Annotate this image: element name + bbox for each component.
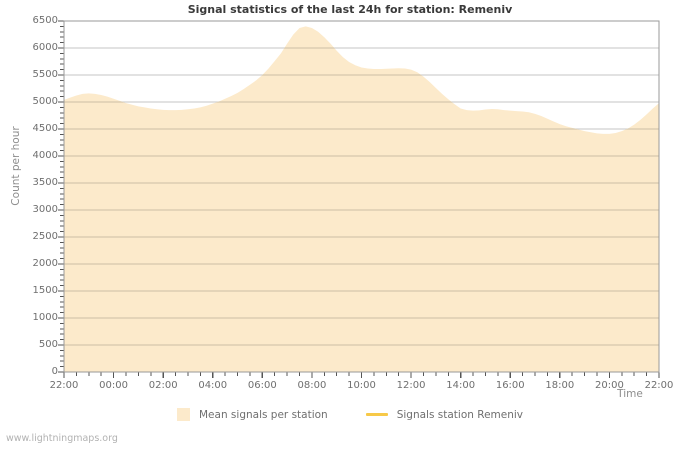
x-tick-label: 22:00 — [49, 380, 79, 391]
axis-ticks — [58, 20, 660, 378]
y-tick-label: 0 — [51, 366, 58, 377]
y-tick-label: 4500 — [32, 123, 58, 134]
y-tick-label: 2000 — [32, 258, 58, 269]
legend-label: Signals station Remeniv — [396, 408, 524, 421]
x-tick-label: 12:00 — [396, 380, 426, 391]
y-tick-label: 6500 — [32, 15, 58, 26]
legend-item-signals-station-remeniv[interactable]: Signals station Remeniv — [365, 408, 524, 421]
y-tick-label: 5000 — [32, 96, 58, 107]
area-series-mean-signals-per-station — [64, 26, 659, 373]
chart-legend: Mean signals per station Signals station… — [0, 408, 700, 421]
x-tick-label: 10:00 — [347, 380, 376, 391]
line-swatch-icon — [365, 413, 388, 416]
chart-title: Signal statistics of the last 24h for st… — [187, 3, 513, 16]
y-tick-label: 6000 — [32, 42, 58, 53]
plot-frame — [63, 20, 660, 373]
x-tick-label: 20:00 — [594, 380, 624, 391]
y-tick-label: 1500 — [32, 285, 58, 296]
legend-label: Mean signals per station — [198, 408, 328, 421]
y-tick-label: 500 — [38, 339, 58, 350]
x-tick-label: 00:00 — [99, 380, 128, 391]
x-tick-label: 04:00 — [198, 380, 228, 391]
watermark: www.lightningmaps.org — [6, 433, 118, 444]
area-swatch-icon — [176, 408, 190, 421]
x-tick-label: 22:00 — [644, 380, 674, 391]
x-tick-label: 14:00 — [446, 380, 476, 391]
y-tick-label: 3500 — [32, 177, 58, 188]
x-tick-label: 18:00 — [545, 380, 575, 391]
x-tick-label: 16:00 — [495, 380, 525, 391]
x-tick-label: 02:00 — [148, 380, 178, 391]
y-tick-label: 1000 — [32, 312, 58, 323]
y-tick-label: 2500 — [32, 231, 58, 242]
y-tick-label: 5500 — [32, 69, 58, 80]
x-axis-title: Time — [617, 388, 643, 400]
x-tick-label: 06:00 — [247, 380, 277, 391]
legend-item-mean-signals-per-station[interactable]: Mean signals per station — [176, 408, 328, 421]
y-tick-label: 4000 — [32, 150, 58, 161]
y-tick-label: 3000 — [32, 204, 58, 215]
x-tick-label: 08:00 — [297, 380, 327, 391]
